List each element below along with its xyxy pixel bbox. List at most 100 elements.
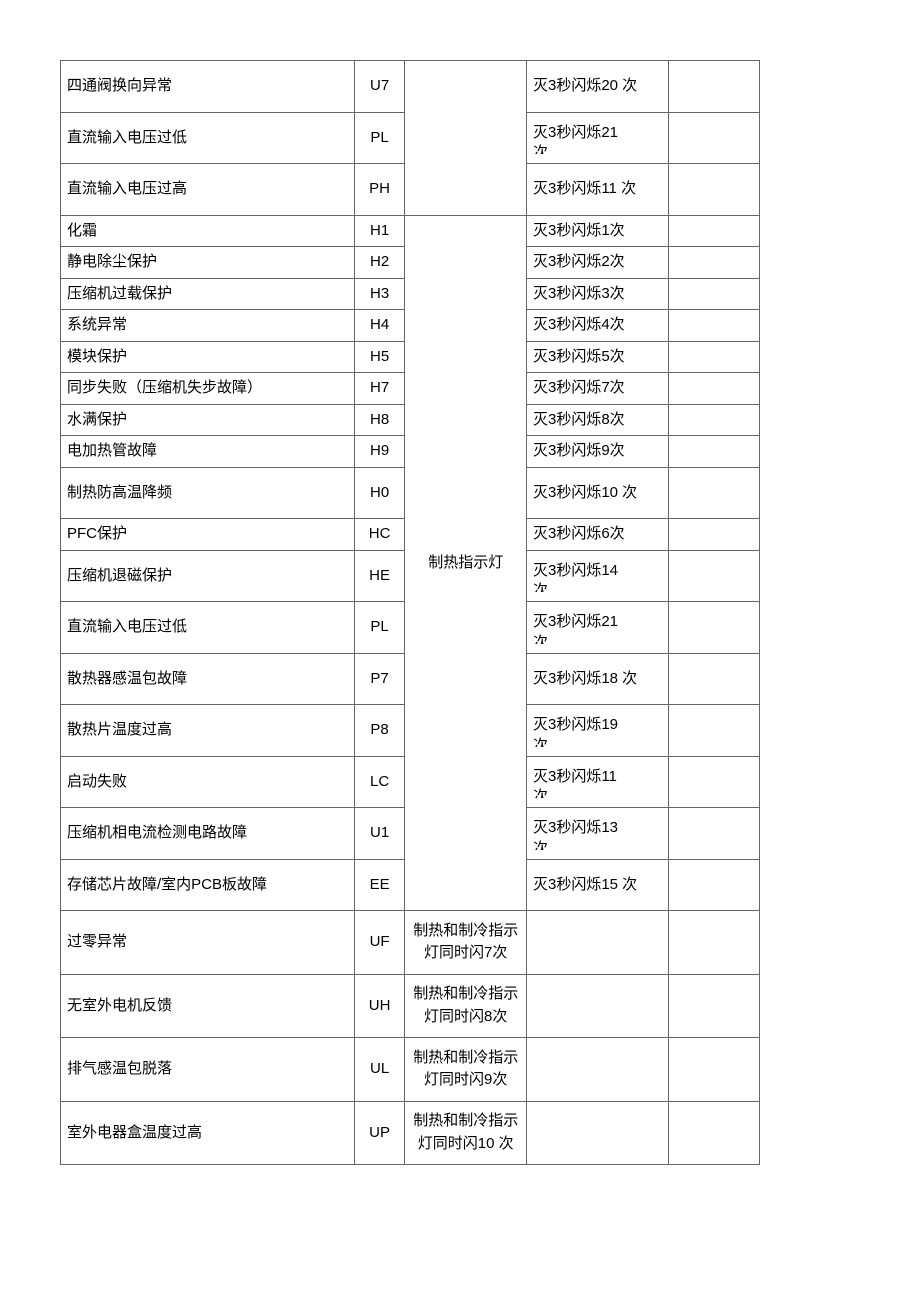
fault-code: H8: [354, 404, 405, 436]
extra-cell: [668, 1038, 759, 1102]
fault-code: PL: [354, 602, 405, 654]
fault-name: 系统异常: [61, 310, 355, 342]
fault-name: 电加热管故障: [61, 436, 355, 468]
table-row: 室外电器盒温度过高UP制热和制冷指示灯同时闪10 次: [61, 1101, 760, 1165]
table-row: 排气感温包脱落UL制热和制冷指示灯同时闪9次: [61, 1038, 760, 1102]
indicator-cell: 制热指示灯: [405, 215, 527, 911]
table-row: 四通阀换向异常U7 灭3秒闪烁20 次: [61, 61, 760, 113]
pattern-line2: 次: [533, 144, 662, 154]
flash-pattern: 灭3秒闪烁11 次: [526, 164, 668, 216]
flash-pattern: 灭3秒闪烁6次: [526, 519, 668, 551]
fault-code: EE: [354, 859, 405, 911]
fault-code: H0: [354, 467, 405, 519]
fault-code: U1: [354, 808, 405, 860]
table: 四通阀换向异常U7灭3秒闪烁20 次直流输入电压过低PL灭3秒闪烁21次直流输入…: [60, 60, 760, 1165]
pattern-line2: 次: [533, 582, 662, 592]
pattern-line2: 次: [533, 634, 662, 644]
flash-pattern: 灭3秒闪烁9次: [526, 436, 668, 468]
extra-cell: [668, 467, 759, 519]
flash-pattern: 灭3秒闪烁18 次: [526, 653, 668, 705]
fault-code: UF: [354, 911, 405, 975]
extra-cell: [668, 404, 759, 436]
fault-code: P8: [354, 705, 405, 757]
fault-code: H1: [354, 215, 405, 247]
flash-pattern: 灭3秒闪烁13次: [526, 808, 668, 860]
pattern-line1: 灭3秒闪烁19: [533, 716, 618, 733]
flash-pattern: 灭3秒闪烁21 次: [526, 112, 668, 164]
flash-pattern: 灭3秒闪烁15 次: [526, 859, 668, 911]
fault-code: HC: [354, 519, 405, 551]
fault-code: U7: [354, 61, 405, 113]
extra-cell: [668, 247, 759, 279]
extra-cell: [668, 653, 759, 705]
extra-cell: [668, 341, 759, 373]
fault-code: UP: [354, 1101, 405, 1165]
fault-name: 压缩机相电流检测电路故障: [61, 808, 355, 860]
extra-cell: [668, 61, 759, 113]
extra-cell: [668, 974, 759, 1038]
indicator-cell: 制热和制冷指示灯同时闪7次: [405, 911, 527, 975]
fault-name: 散热器感温包故障: [61, 653, 355, 705]
flash-pattern: [526, 1101, 668, 1165]
fault-name: 化霜: [61, 215, 355, 247]
indicator-cell: 制热和制冷指示灯同时闪10 次: [405, 1101, 527, 1165]
table-row: 无室外电机反馈UH制热和制冷指示灯同时闪8次: [61, 974, 760, 1038]
fault-code: H4: [354, 310, 405, 342]
fault-name: 压缩机过载保护: [61, 278, 355, 310]
fault-name: 散热片温度过高: [61, 705, 355, 757]
fault-name: 水满保护: [61, 404, 355, 436]
extra-cell: [668, 310, 759, 342]
fault-name: 存储芯片故障/室内PCB板故障: [61, 859, 355, 911]
fault-name: 同步失败（压缩机失步故障）: [61, 373, 355, 405]
flash-pattern: 灭3秒闪烁19 次: [526, 705, 668, 757]
extra-cell: [668, 550, 759, 602]
extra-cell: [668, 436, 759, 468]
extra-cell: [668, 859, 759, 911]
fault-name: 直流输入电压过低: [61, 112, 355, 164]
fault-name: PFC保护: [61, 519, 355, 551]
extra-cell: [668, 164, 759, 216]
fault-code: UH: [354, 974, 405, 1038]
fault-name: 直流输入电压过低: [61, 602, 355, 654]
extra-cell: [668, 808, 759, 860]
pattern-line2: 次: [533, 737, 662, 747]
flash-pattern: 灭3秒闪烁2次: [526, 247, 668, 279]
fault-name: 室外电器盒温度过高: [61, 1101, 355, 1165]
fault-name: 四通阀换向异常: [61, 61, 355, 113]
fault-name: 过零异常: [61, 911, 355, 975]
indicator-cell: 制热和制冷指示灯同时闪9次: [405, 1038, 527, 1102]
flash-pattern: [526, 1038, 668, 1102]
extra-cell: [668, 519, 759, 551]
indicator-cell: 制热和制冷指示灯同时闪8次: [405, 974, 527, 1038]
flash-pattern: 灭3秒闪烁1次: [526, 215, 668, 247]
flash-pattern: 灭3秒闪烁7次: [526, 373, 668, 405]
pattern-line2: 次: [533, 788, 662, 798]
flash-pattern: 灭3秒闪烁20 次: [526, 61, 668, 113]
extra-cell: [668, 602, 759, 654]
fault-name: 制热防高温降频: [61, 467, 355, 519]
flash-pattern: 灭3秒闪烁10 次: [526, 467, 668, 519]
fault-code: H2: [354, 247, 405, 279]
pattern-line1: 灭3秒闪烁21: [533, 613, 618, 630]
fault-code: H7: [354, 373, 405, 405]
flash-pattern: 灭3秒闪烁21 次: [526, 602, 668, 654]
pattern-line1: 灭3秒闪烁13: [533, 819, 618, 836]
fault-name: 启动失败: [61, 756, 355, 808]
fault-name: 压缩机退磁保护: [61, 550, 355, 602]
pattern-line1: 灭3秒闪烁21: [533, 124, 618, 141]
flash-pattern: [526, 911, 668, 975]
fault-code: H9: [354, 436, 405, 468]
flash-pattern: 灭3秒闪烁4次: [526, 310, 668, 342]
extra-cell: [668, 373, 759, 405]
fault-code: P7: [354, 653, 405, 705]
pattern-line1: 灭3秒闪烁11: [533, 768, 617, 785]
fault-code: PH: [354, 164, 405, 216]
fault-code-table: 四通阀换向异常U7灭3秒闪烁20 次直流输入电压过低PL灭3秒闪烁21次直流输入…: [60, 60, 760, 1165]
flash-pattern: [526, 974, 668, 1038]
extra-cell: [668, 215, 759, 247]
table-row: 化霜H1制热指示灯灭3秒闪烁1次: [61, 215, 760, 247]
extra-cell: [668, 112, 759, 164]
flash-pattern: 灭3秒闪烁8次: [526, 404, 668, 436]
flash-pattern: 灭3秒闪烁5次: [526, 341, 668, 373]
fault-code: UL: [354, 1038, 405, 1102]
